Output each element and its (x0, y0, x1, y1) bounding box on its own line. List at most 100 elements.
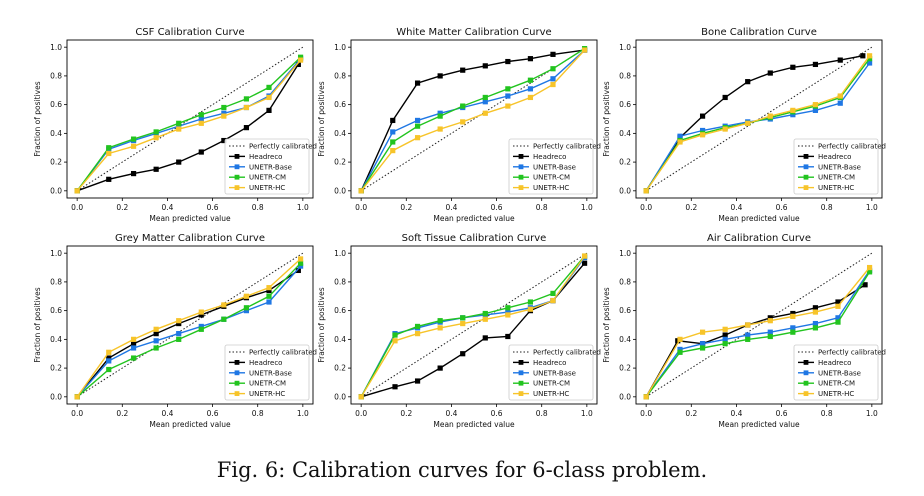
legend-label-unetr-base: UNETR-Base (818, 163, 861, 171)
y-tick-label: 0.0 (334, 186, 346, 195)
x-tick-label: 1.0 (866, 203, 878, 212)
legend-box (508, 138, 594, 195)
y-tick-label: 0.4 (50, 129, 62, 138)
data-point-unetr-hc (297, 256, 304, 262)
data-point-unetr-hc (221, 302, 227, 308)
data-point-unetr-cm (221, 316, 227, 322)
data-point-unetr-cm (482, 310, 488, 317)
legend-label-headreco: Headreco (533, 359, 566, 367)
legend-marker-headreco (234, 154, 240, 159)
legend: Perfectly calibrated Headreco UNETR-Base UN… (508, 138, 601, 195)
data-point-headreco (482, 335, 488, 341)
data-point-unetr-hc (392, 338, 398, 344)
legend-label-unetr-cm: UNETR-CM (533, 380, 570, 388)
x-tick-label: 0.8 (252, 409, 264, 418)
data-point-unetr-base (837, 100, 843, 106)
series-line-headreco (76, 64, 299, 192)
y-tick-label: 1.0 (619, 43, 631, 52)
legend-label-unetr-cm: UNETR-CM (818, 380, 855, 388)
data-point-unetr-cm (550, 66, 556, 72)
data-point-unetr-hc (699, 132, 706, 138)
legend-label-unetr-hc: UNETR-HC (533, 184, 569, 192)
legend-label-unetr-cm: UNETR-CM (533, 174, 570, 182)
x-tick-label: 0.8 (821, 203, 833, 212)
data-point-unetr-base (767, 329, 773, 335)
data-point-unetr-base (790, 112, 796, 118)
y-tick-label: 1.0 (50, 249, 62, 258)
data-point-headreco (176, 320, 182, 327)
data-point-unetr-cm (198, 326, 204, 332)
data-point-unetr-cm (414, 323, 421, 330)
x-axis-label: Mean predicted value (718, 214, 800, 223)
y-axis-label: Fraction of positives (317, 81, 326, 156)
x-tick-label: 0.2 (400, 409, 412, 418)
data-point-unetr-hc (243, 104, 250, 111)
data-point-unetr-hc (505, 312, 511, 318)
data-point-unetr-base (243, 308, 250, 314)
perfect-calibration-line (360, 46, 588, 192)
data-point-headreco (812, 61, 819, 68)
data-point-unetr-cm (153, 345, 159, 351)
chart-panel-2: White Matter Calibration Curve 0.0 0.2 0.4 0… (317, 27, 601, 223)
data-point-unetr-hc (812, 102, 819, 108)
legend-label-perfectly-calibrated: Perfectly calibrated (533, 143, 601, 151)
y-tick-label: 0.0 (334, 392, 346, 401)
data-point-headreco (722, 332, 728, 338)
data-point-unetr-base (677, 346, 683, 353)
data-point-unetr-hc (505, 103, 511, 109)
data-point-unetr-hc (699, 329, 706, 335)
x-tick-label: 0.6 (207, 203, 219, 212)
data-point-headreco (392, 384, 398, 390)
series-line-headreco (360, 49, 585, 192)
data-point-headreco (106, 355, 112, 361)
data-point-unetr-hc (677, 139, 683, 145)
perfect-calibration-line (645, 252, 873, 398)
data-point-headreco (767, 315, 773, 321)
legend-marker-unetr-hc (234, 391, 240, 396)
data-point-unetr-cm (677, 349, 683, 355)
data-point-unetr-cm (266, 293, 272, 299)
data-point-unetr-cm (130, 355, 137, 361)
data-point-unetr-hc (198, 309, 204, 315)
legend-label-perfectly-calibrated: Perfectly calibrated (533, 349, 601, 357)
x-axis-label: Mean predicted value (718, 420, 800, 429)
legend-marker-unetr-hc (803, 391, 809, 396)
legend-label-perfectly-calibrated: Perfectly calibrated (818, 349, 886, 357)
legend-marker-unetr-hc (234, 185, 240, 190)
data-point-unetr-base (437, 110, 443, 116)
data-point-headreco (860, 53, 866, 59)
legend-label-unetr-base: UNETR-Base (249, 163, 292, 171)
y-tick-label: 0.8 (334, 278, 346, 287)
y-tick-label: 0.2 (50, 158, 62, 167)
data-point-unetr-base (505, 93, 511, 99)
data-point-unetr-cm (790, 329, 796, 335)
data-point-unetr-hc (198, 120, 204, 126)
data-point-headreco (266, 287, 272, 294)
data-point-unetr-hc (358, 188, 364, 194)
x-tick-label: 0.2 (400, 203, 412, 212)
chart-panel-3: Bone Calibration Curve 0.0 0.2 0.4 0.6 0.8 1.0… (602, 27, 886, 223)
x-tick-label: 0.8 (821, 409, 833, 418)
y-tick-label: 0.4 (619, 335, 631, 344)
legend-marker-headreco (803, 154, 809, 159)
series-line-unetr-cm (76, 262, 302, 398)
data-point-unetr-hc (643, 394, 649, 400)
legend-marker-unetr-base (803, 370, 809, 376)
data-point-unetr-hc (153, 135, 159, 141)
y-axis-label: Fraction of positives (602, 287, 611, 362)
data-point-unetr-hc (866, 53, 873, 59)
data-point-headreco (295, 267, 301, 274)
x-tick-label: 0.0 (71, 203, 83, 212)
legend-label-headreco: Headreco (533, 153, 566, 161)
plot-area (66, 39, 314, 199)
series-line-headreco (645, 284, 866, 398)
data-point-unetr-hc (550, 81, 556, 88)
data-point-unetr-hc (266, 94, 272, 101)
data-point-unetr-cm (550, 290, 556, 296)
data-point-headreco (812, 305, 819, 311)
y-tick-label: 0.4 (334, 129, 346, 138)
legend-label-unetr-hc: UNETR-HC (533, 390, 569, 398)
data-point-unetr-base (550, 76, 556, 82)
data-point-unetr-hc (176, 126, 182, 132)
x-axis-label: Mean predicted value (433, 420, 515, 429)
